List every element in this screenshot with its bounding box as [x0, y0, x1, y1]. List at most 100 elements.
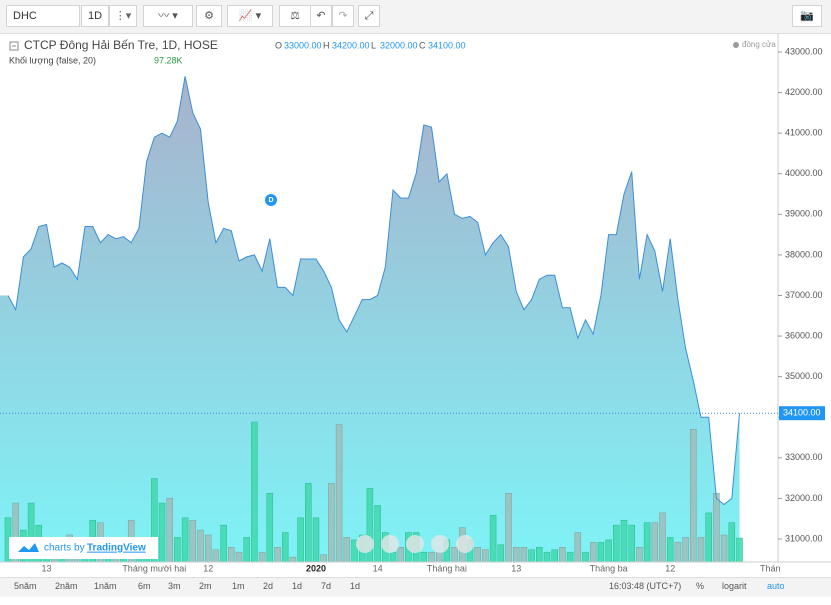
- volume-bar: [451, 547, 458, 563]
- volume-bar: [274, 547, 281, 563]
- volume-bar: [397, 547, 404, 563]
- x-tick-label: Thán: [760, 563, 781, 573]
- volume-bar: [420, 551, 428, 563]
- undo-button[interactable]: ↶: [310, 5, 332, 27]
- redo-button[interactable]: ↷: [332, 5, 354, 27]
- volume-bar: [235, 551, 243, 563]
- branding-text: charts by: [44, 543, 85, 554]
- volume-bar: [266, 492, 274, 563]
- percent-button[interactable]: %: [696, 581, 705, 591]
- volume-bar: [251, 421, 258, 563]
- more-button[interactable]: ⋮▾: [109, 5, 137, 27]
- range-button[interactable]: 1d: [350, 581, 361, 591]
- range-button[interactable]: 7d: [321, 581, 332, 591]
- volume-bar: [690, 429, 697, 563]
- price-axis: [778, 34, 831, 562]
- x-tick-label: 12: [203, 563, 213, 573]
- volume-bar: [428, 551, 435, 563]
- x-tick-label: 12: [665, 563, 675, 573]
- volume-bar: [736, 537, 743, 563]
- x-tick-label: 13: [511, 563, 521, 573]
- range-button[interactable]: 3m: [168, 581, 181, 591]
- volume-bar: [720, 534, 728, 563]
- ohlc-key: H: [323, 40, 330, 50]
- settings-button[interactable]: ⚙: [196, 5, 222, 27]
- y-tick-label: 35000.00: [785, 371, 823, 381]
- volume-bar: [212, 549, 220, 563]
- x-tick-label: 2020: [306, 563, 326, 573]
- collapse-box: [9, 41, 19, 51]
- y-tick-label: 31000.00: [785, 533, 823, 543]
- volume-bar: [489, 515, 497, 563]
- volume-bar: [589, 542, 597, 563]
- volume-bar: [674, 542, 682, 563]
- chart-style-button[interactable]: 〰 ▾: [143, 5, 193, 27]
- scroll-button: [406, 535, 424, 553]
- series-legend: đóng cửa: [742, 40, 776, 49]
- snapshot-button[interactable]: 📷: [792, 5, 822, 27]
- range-button[interactable]: 5năm: [14, 581, 37, 591]
- x-tick-label: Tháng hai: [427, 563, 467, 573]
- range-button[interactable]: 2d: [263, 581, 274, 591]
- compare-button[interactable]: ⚖: [279, 5, 311, 27]
- auto-button[interactable]: auto: [767, 581, 785, 591]
- volume-bar: [605, 539, 612, 563]
- volume-bar: [713, 492, 720, 563]
- volume-bar: [528, 549, 535, 563]
- volume-bar: [174, 537, 181, 563]
- volume-bar: [305, 483, 312, 563]
- y-tick-label: 33000.00: [785, 452, 823, 462]
- branding-box: [9, 537, 158, 559]
- volume-bar: [520, 547, 528, 563]
- range-button[interactable]: 1năm: [94, 581, 117, 591]
- volume-bar: [613, 524, 620, 563]
- volume-bar: [297, 517, 304, 563]
- legend-dot: [733, 42, 739, 48]
- interval-button[interactable]: 1D: [81, 5, 109, 27]
- volume-bar: [512, 547, 520, 563]
- last-price-box: [779, 406, 825, 421]
- x-tick-label: Tháng ba: [590, 563, 628, 573]
- top-toolbar: DHC 1D ⋮▾ 〰 ▾ ⚙ 📈 ▾ ⚖ ↶ ↷ ⤢ 📷: [0, 0, 831, 34]
- volume-bar: [335, 424, 343, 563]
- y-tick-label: 37000.00: [785, 290, 823, 300]
- volume-bar: [597, 542, 605, 563]
- range-button[interactable]: 2năm: [55, 581, 78, 591]
- range-button[interactable]: 6m: [138, 581, 151, 591]
- branding-link[interactable]: TradingView: [87, 543, 146, 554]
- range-button[interactable]: 1d: [292, 581, 303, 591]
- volume-legend: Khối lượng (false, 20): [9, 55, 96, 65]
- symbol-input[interactable]: DHC: [6, 5, 80, 27]
- volume-bar: [659, 512, 666, 563]
- y-tick-label: 40000.00: [785, 168, 823, 178]
- volume-bar: [312, 517, 320, 563]
- scroll-button: [456, 535, 474, 553]
- x-tick-label: 14: [373, 563, 383, 573]
- price-line: [7, 76, 740, 506]
- volume-bar: [435, 551, 443, 563]
- log-button[interactable]: logarit: [722, 581, 747, 591]
- y-tick-label: 42000.00: [785, 87, 823, 97]
- volume-bar: [281, 532, 289, 563]
- ohlc-key: L: [371, 40, 376, 50]
- range-button[interactable]: 1m: [232, 581, 245, 591]
- branding-logo: [18, 543, 39, 552]
- volume-bar: [243, 537, 250, 563]
- bottom-toolbar: 5năm 2năm 1năm 6m 3m 2m 1m 2d 1d 7d 1d 16:03:48 (UT…: [0, 577, 831, 597]
- scroll-button: [381, 535, 399, 553]
- indicators-button[interactable]: 📈 ▾: [227, 5, 273, 27]
- volume-bar: [636, 547, 643, 563]
- y-tick-label: 41000.00: [785, 128, 823, 138]
- volume-bar: [497, 544, 505, 563]
- y-tick-label: 39000.00: [785, 209, 823, 219]
- volume-bar: [181, 517, 189, 563]
- volume-bar: [566, 551, 574, 563]
- range-button[interactable]: 2m: [199, 581, 212, 591]
- volume-bar: [705, 512, 712, 563]
- volume-bar: [289, 556, 297, 563]
- x-tick-label: 13: [41, 563, 51, 573]
- y-tick-label: 38000.00: [785, 249, 823, 259]
- y-tick-label: 43000.00: [785, 46, 823, 56]
- last-price-label: 34100.00: [783, 408, 821, 418]
- fullscreen-button[interactable]: ⤢: [358, 5, 380, 27]
